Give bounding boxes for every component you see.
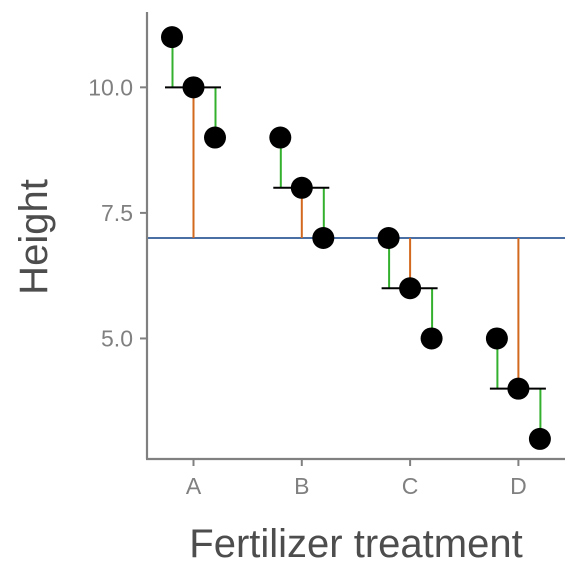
- data-point-b-3: [312, 227, 335, 250]
- y-tick-label-1: 7.5: [101, 200, 133, 226]
- data-point-d-2: [507, 377, 530, 400]
- data-point-b-1: [269, 126, 292, 149]
- y-axis-title: Height: [12, 179, 56, 295]
- axes: 5.0 7.5 10.0 A B C D: [88, 12, 565, 499]
- data-point-c-2: [399, 277, 422, 300]
- y-ticks: 5.0 7.5 10.0: [88, 74, 147, 351]
- x-ticks: A B C D: [186, 459, 527, 499]
- data-point-c-3: [420, 327, 443, 350]
- x-tick-label-a: A: [186, 473, 202, 499]
- data-point-c-1: [377, 227, 400, 250]
- x-tick-label-d: D: [510, 473, 527, 499]
- x-tick-label-b: B: [294, 473, 309, 499]
- data-point-d-1: [485, 327, 508, 350]
- data-point-b-2: [290, 176, 313, 199]
- data-point-a-2: [182, 76, 205, 99]
- y-tick-label-0: 5.0: [101, 325, 133, 351]
- data-point-a-3: [204, 126, 226, 149]
- y-tick-label-2: 10.0: [88, 74, 133, 100]
- data-point-a-1: [161, 26, 183, 49]
- x-axis-title: Fertilizer treatment: [189, 522, 522, 566]
- plot-marks: [147, 26, 565, 450]
- data-point-d-3: [528, 427, 551, 450]
- x-tick-label-c: C: [402, 473, 419, 499]
